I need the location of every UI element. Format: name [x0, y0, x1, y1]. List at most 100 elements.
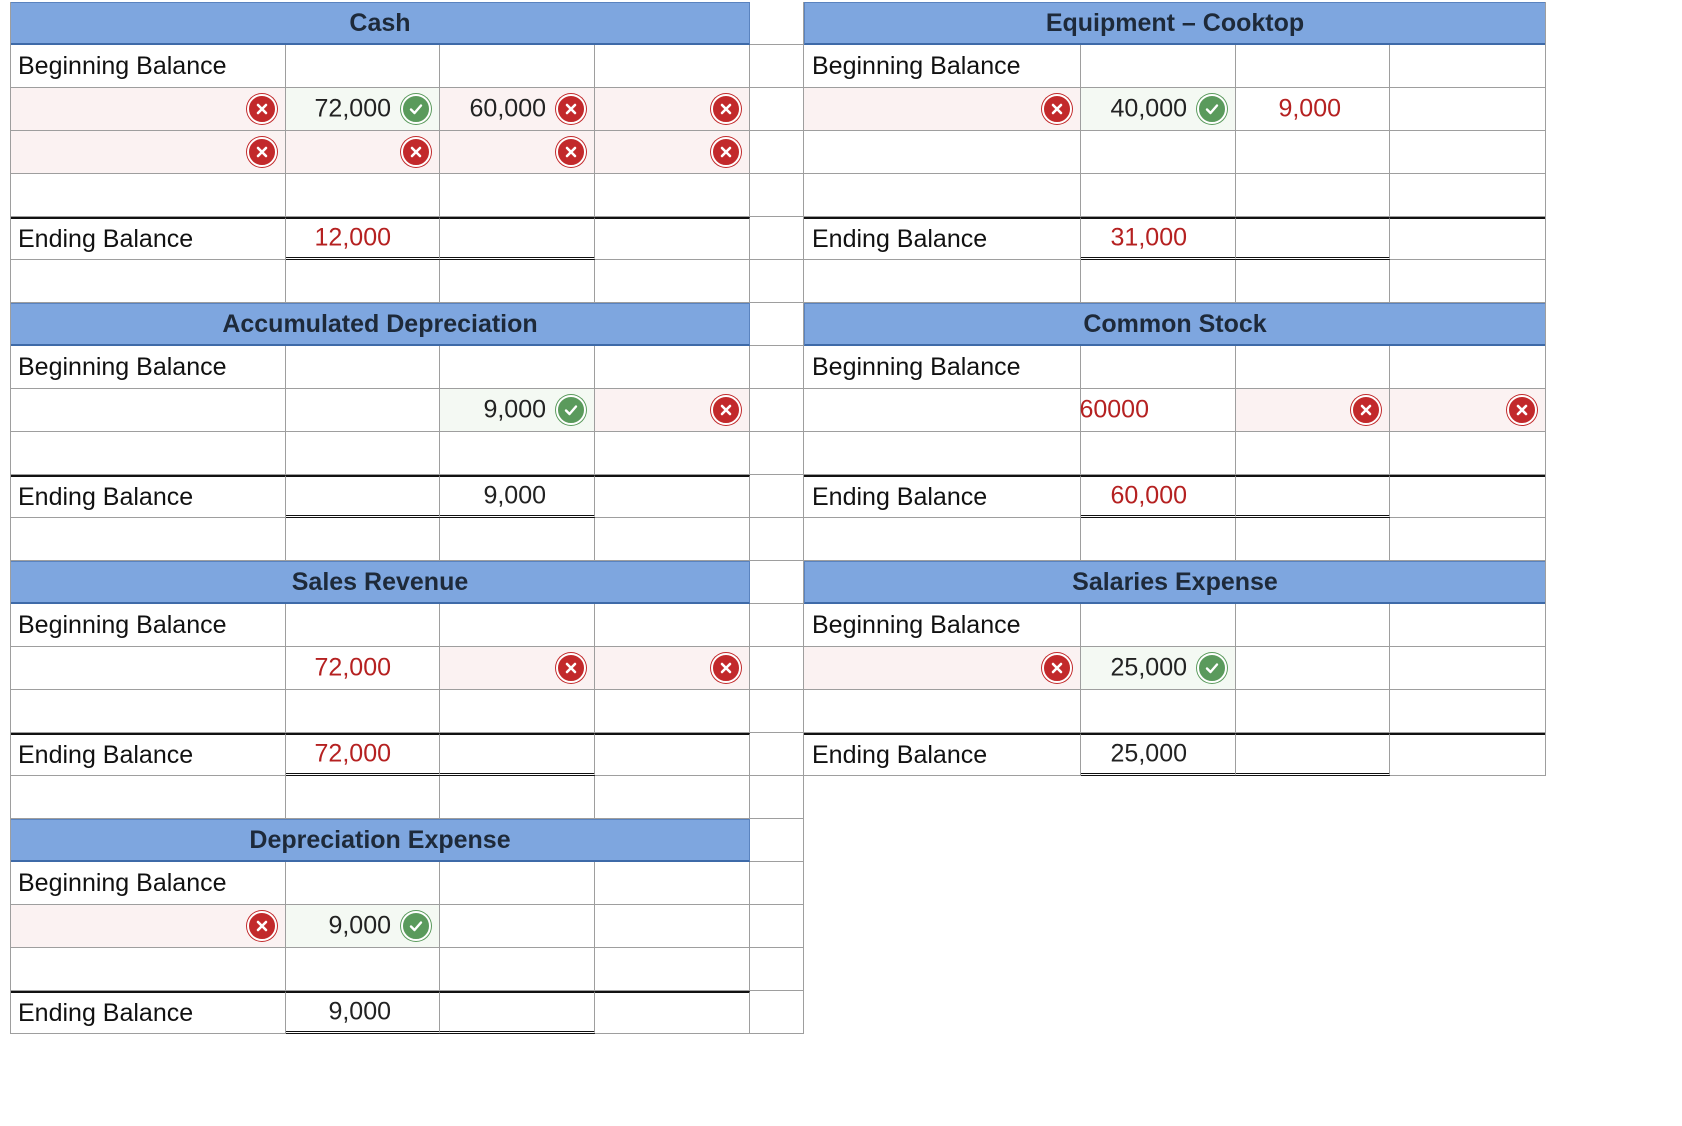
ledger-cell[interactable]	[1236, 389, 1390, 432]
separator-cell[interactable]	[750, 905, 804, 948]
ledger-cell[interactable]: 60,000	[440, 88, 595, 131]
separator-cell[interactable]	[750, 862, 804, 905]
ledger-cell[interactable]	[595, 475, 750, 518]
ledger-cell[interactable]	[440, 217, 595, 260]
ledger-cell[interactable]	[1236, 647, 1390, 690]
separator-cell[interactable]	[750, 432, 804, 475]
ledger-cell[interactable]	[1390, 733, 1546, 776]
ledger-cell[interactable]	[1236, 45, 1390, 88]
ledger-cell[interactable]	[595, 905, 750, 948]
ledger-cell[interactable]	[595, 432, 750, 475]
ledger-cell[interactable]	[10, 131, 286, 174]
ledger-cell[interactable]	[1236, 604, 1390, 647]
ledger-cell[interactable]: 9,000	[440, 389, 595, 432]
ledger-cell[interactable]	[1236, 733, 1390, 776]
ledger-cell[interactable]	[286, 475, 440, 518]
separator-cell[interactable]	[750, 690, 804, 733]
ledger-cell[interactable]: Beginning Balance	[10, 45, 286, 88]
ledger-cell[interactable]: Beginning Balance	[10, 604, 286, 647]
ledger-cell[interactable]	[1390, 518, 1546, 561]
ledger-cell[interactable]	[440, 174, 595, 217]
ledger-cell[interactable]	[440, 948, 595, 991]
ledger-cell[interactable]	[10, 776, 286, 819]
ledger-cell[interactable]	[1390, 475, 1546, 518]
ledger-cell[interactable]	[804, 690, 1081, 733]
ledger-cell[interactable]	[286, 948, 440, 991]
ledger-cell[interactable]: 9,000	[286, 991, 440, 1034]
separator-cell[interactable]	[750, 647, 804, 690]
ledger-cell[interactable]: Ending Balance	[804, 217, 1081, 260]
ledger-cell[interactable]: Beginning Balance	[804, 346, 1081, 389]
ledger-cell[interactable]	[595, 260, 750, 303]
ledger-cell[interactable]	[595, 604, 750, 647]
ledger-cell[interactable]	[1236, 131, 1390, 174]
ledger-cell[interactable]	[595, 88, 750, 131]
ledger-cell[interactable]	[595, 948, 750, 991]
ledger-cell[interactable]	[1390, 174, 1546, 217]
ledger-cell[interactable]	[595, 174, 750, 217]
ledger-cell[interactable]	[286, 174, 440, 217]
ledger-cell[interactable]	[595, 733, 750, 776]
separator-cell[interactable]	[750, 776, 804, 819]
ledger-cell[interactable]	[804, 432, 1081, 475]
separator-cell[interactable]	[750, 217, 804, 260]
ledger-cell[interactable]	[286, 604, 440, 647]
ledger-cell[interactable]	[440, 862, 595, 905]
separator-cell[interactable]	[750, 561, 804, 604]
ledger-cell[interactable]	[804, 174, 1081, 217]
ledger-cell[interactable]	[286, 690, 440, 733]
ledger-cell[interactable]: 72,000	[286, 733, 440, 776]
ledger-cell[interactable]: 31,000	[1081, 217, 1236, 260]
ledger-cell[interactable]	[1081, 518, 1236, 561]
ledger-cell[interactable]	[286, 776, 440, 819]
ledger-cell[interactable]	[440, 45, 595, 88]
ledger-cell[interactable]	[10, 432, 286, 475]
separator-cell[interactable]	[750, 174, 804, 217]
ledger-cell[interactable]	[595, 862, 750, 905]
ledger-cell[interactable]	[440, 776, 595, 819]
ledger-cell[interactable]: 9,000	[286, 905, 440, 948]
ledger-cell[interactable]	[10, 174, 286, 217]
ledger-cell[interactable]: Ending Balance	[10, 475, 286, 518]
ledger-cell[interactable]	[804, 389, 1081, 432]
ledger-cell[interactable]: 72,000	[286, 647, 440, 690]
separator-cell[interactable]	[750, 518, 804, 561]
ledger-cell[interactable]	[10, 690, 286, 733]
separator-cell[interactable]	[750, 948, 804, 991]
separator-cell[interactable]	[750, 733, 804, 776]
separator-cell[interactable]	[750, 819, 804, 862]
ledger-cell[interactable]	[595, 518, 750, 561]
ledger-cell[interactable]: 25,000	[1081, 733, 1236, 776]
separator-cell[interactable]	[750, 303, 804, 346]
ledger-cell[interactable]	[1081, 604, 1236, 647]
ledger-cell[interactable]	[595, 647, 750, 690]
ledger-cell[interactable]	[440, 690, 595, 733]
separator-cell[interactable]	[750, 45, 804, 88]
ledger-cell[interactable]	[595, 991, 750, 1034]
separator-cell[interactable]	[750, 389, 804, 432]
ledger-cell[interactable]	[440, 518, 595, 561]
separator-cell[interactable]	[750, 346, 804, 389]
ledger-cell[interactable]	[595, 346, 750, 389]
ledger-cell[interactable]	[10, 518, 286, 561]
separator-cell[interactable]	[750, 131, 804, 174]
ledger-cell[interactable]	[440, 647, 595, 690]
ledger-cell[interactable]	[1390, 45, 1546, 88]
separator-cell[interactable]	[750, 88, 804, 131]
separator-cell[interactable]	[750, 475, 804, 518]
ledger-cell[interactable]	[286, 131, 440, 174]
ledger-cell[interactable]: 60000	[1079, 389, 1236, 432]
ledger-cell[interactable]: Ending Balance	[10, 733, 286, 776]
ledger-cell[interactable]	[595, 776, 750, 819]
ledger-cell[interactable]	[595, 131, 750, 174]
ledger-cell[interactable]	[1081, 174, 1236, 217]
ledger-cell[interactable]: 40,000	[1081, 88, 1236, 131]
ledger-cell[interactable]	[10, 647, 286, 690]
ledger-cell[interactable]: 12,000	[286, 217, 440, 260]
ledger-cell[interactable]	[440, 432, 595, 475]
ledger-cell[interactable]	[1390, 690, 1546, 733]
ledger-cell[interactable]	[1390, 346, 1546, 389]
ledger-cell[interactable]	[595, 217, 750, 260]
ledger-cell[interactable]	[804, 647, 1081, 690]
ledger-cell[interactable]	[804, 131, 1081, 174]
